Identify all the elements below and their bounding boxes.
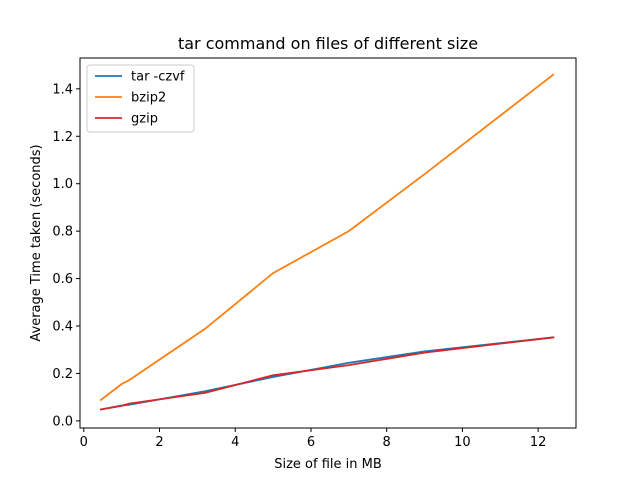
plot-area: 0 2 4 6 8 10 12 0.0 0.2 0.4 0.6 0.8 1.0 1.2 1.4 (52, 57, 577, 450)
x-tick-label: 10 (454, 435, 471, 450)
y-tick-label: 0.4 (52, 320, 73, 335)
chart-title: tar command on files of different size (178, 34, 478, 53)
plot-frame (79, 57, 577, 429)
legend-label: gzip (131, 112, 158, 127)
y-tick-label: 0.0 (52, 414, 73, 429)
y-tick-label: 1.4 (52, 82, 73, 97)
x-axis: 0 2 4 6 8 10 12 (80, 428, 547, 450)
y-tick-label: 1.0 (52, 177, 73, 192)
y-tick-label: 0.2 (52, 367, 73, 382)
y-tick-label: 0.6 (52, 272, 73, 287)
y-tick-label: 0.8 (52, 225, 73, 240)
legend-label: bzip2 (131, 91, 166, 106)
x-tick-label: 12 (530, 435, 547, 450)
y-axis: 0.0 0.2 0.4 0.6 0.8 1.0 1.2 1.4 (52, 82, 80, 429)
x-tick-label: 6 (307, 435, 315, 450)
legend: tar -czvf bzip2 gzip (86, 64, 195, 133)
x-tick-label: 2 (155, 435, 163, 450)
series-line-gzip (99, 336, 555, 411)
series-line-bzip2 (99, 73, 555, 402)
legend-label: tar -czvf (131, 70, 185, 85)
legend-box (86, 64, 195, 133)
x-tick-label: 4 (231, 435, 239, 450)
y-axis-label: Average Time taken (seconds) (29, 144, 44, 341)
x-tick-label: 8 (383, 435, 391, 450)
y-tick-label: 1.2 (52, 130, 73, 145)
series-lines (99, 73, 555, 411)
x-tick-label: 0 (80, 435, 88, 450)
x-axis-label: Size of file in MB (274, 457, 382, 472)
